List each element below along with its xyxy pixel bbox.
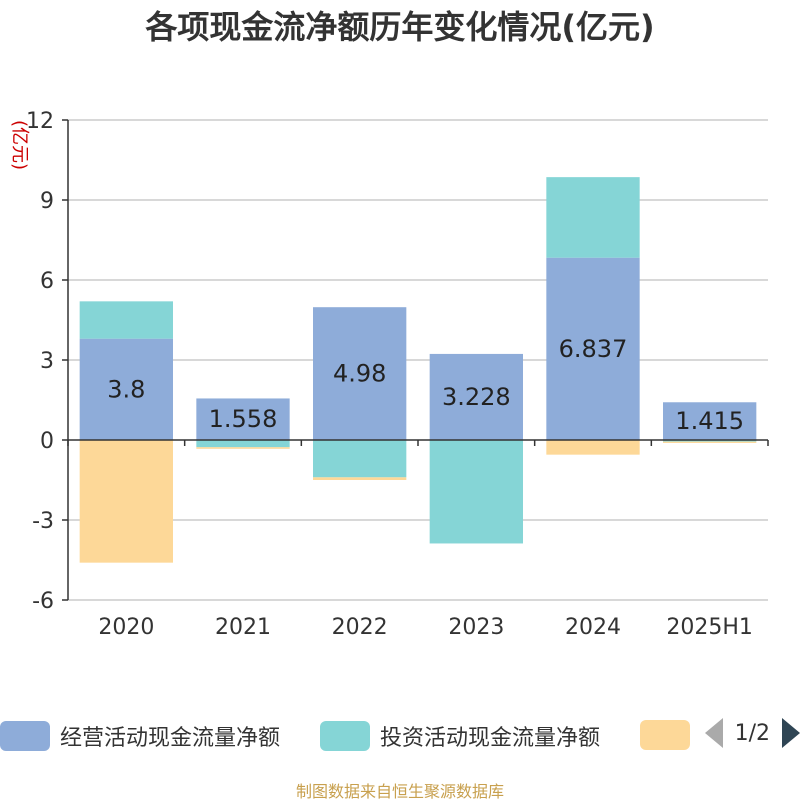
x-tick-label: 2021: [215, 615, 271, 640]
x-tick-label: 2023: [448, 615, 504, 640]
legend-swatch-operating: [0, 721, 50, 751]
data-label: 6.837: [559, 335, 628, 363]
bar-series-1-2021[interactable]: [196, 440, 290, 448]
chart-plot: 12 9 6 3 0 -3 -6 2020 2021 2022 2023 2024 2025H1 3.8…: [9, 109, 769, 640]
bar-series-0-2025H1[interactable]: [663, 402, 757, 440]
grid-lines: [68, 119, 768, 601]
bar-series-2-2025H1[interactable]: [663, 441, 757, 443]
bar-series-2-2020[interactable]: [79, 440, 173, 563]
data-label: 1.415: [675, 407, 744, 435]
bar-series-1-2024[interactable]: [546, 177, 640, 258]
data-label: 3.228: [442, 383, 511, 411]
legend-label-operating: 经营活动现金流量净额: [60, 726, 281, 751]
legend-next-arrow-icon[interactable]: [782, 718, 800, 748]
bar-series-0-2020[interactable]: [79, 338, 173, 440]
bar-series-0-2022[interactable]: [313, 307, 407, 440]
legend-item-financing[interactable]: [640, 720, 700, 750]
legend-swatch-investing: [320, 721, 370, 751]
bar-series-2-2024[interactable]: [546, 440, 640, 455]
legend-label-investing: 投资活动现金流量净额: [380, 726, 601, 751]
axes: 12 9 6 3 0 -3 -6 2020 2021 2022 2023 2024 2025H1: [26, 109, 769, 640]
y-tick-label: -3: [32, 509, 54, 534]
y-tick-label: 12: [26, 109, 54, 134]
bar-series-2-2022[interactable]: [313, 477, 407, 480]
y-tick-label: -6: [32, 589, 54, 614]
data-label: 1.558: [209, 405, 278, 433]
legend-page-indicator: 1/2: [734, 720, 770, 746]
y-tick-label: 3: [40, 349, 54, 374]
source-note: 制图数据来自恒生聚源数据库: [295, 782, 504, 801]
data-label: 3.8: [107, 375, 145, 403]
x-tick-label: 2020: [98, 615, 154, 640]
chart-title: 各项现金流净额历年变化情况(亿元): [145, 8, 655, 46]
y-tick-label: 0: [40, 429, 54, 454]
legend-item-operating[interactable]: 经营活动现金流量净额: [0, 720, 280, 752]
bar-series-1-2023[interactable]: [429, 440, 523, 544]
bar-series-2-2021[interactable]: [196, 447, 290, 449]
bar-series-1-2020[interactable]: [79, 301, 173, 339]
bar-series-0-2021[interactable]: [196, 398, 290, 440]
x-tick-label: 2025H1: [666, 615, 753, 640]
bar-series-0-2023[interactable]: [429, 353, 523, 440]
bar-series-1-2025H1[interactable]: [663, 440, 757, 442]
legend-pager: 1/2: [704, 718, 800, 748]
legend-item-investing[interactable]: 投资活动现金流量净额: [320, 720, 600, 752]
y-tick-label: 9: [40, 189, 54, 214]
legend-prev-arrow-icon[interactable]: [704, 718, 723, 748]
legend-swatch-financing: [640, 720, 690, 750]
bars: [79, 177, 757, 563]
data-label: 4.98: [333, 360, 386, 388]
bar-series-1-2022[interactable]: [313, 440, 407, 478]
y-axis-label: (亿元): [9, 120, 30, 170]
bar-series-0-2024[interactable]: [546, 257, 640, 440]
legend: 经营活动现金流量净额 投资活动现金流量净额 1/2: [0, 712, 800, 758]
x-tick-label: 2022: [332, 615, 388, 640]
x-tick-label: 2024: [565, 615, 621, 640]
data-labels: 3.8 1.558 4.98 3.228 6.837 1.415: [107, 335, 744, 435]
y-tick-label: 6: [40, 269, 54, 294]
